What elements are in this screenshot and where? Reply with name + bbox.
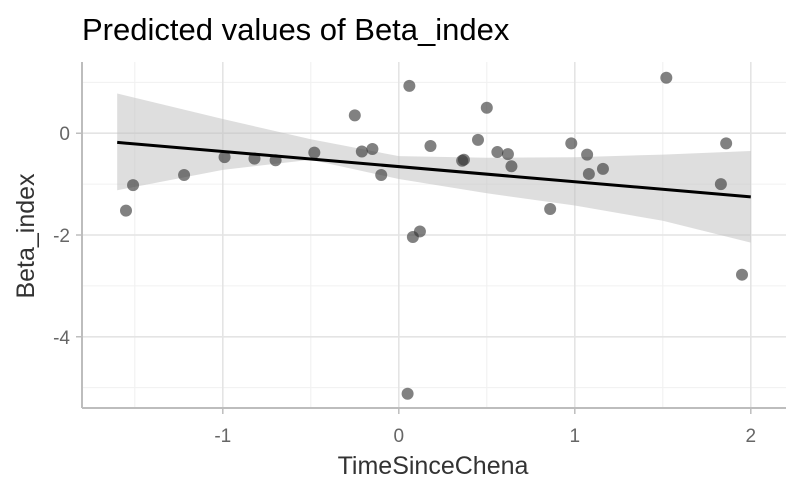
chart-title: Predicted values of Beta_index xyxy=(82,12,510,47)
data-point xyxy=(501,148,514,161)
data-point xyxy=(403,79,416,92)
major-gridlines xyxy=(82,62,786,408)
data-point xyxy=(308,146,321,159)
data-point xyxy=(480,101,493,114)
x-axis-title: TimeSinceChena xyxy=(338,452,529,480)
x-tick-label: 0 xyxy=(394,426,405,447)
data-point xyxy=(218,151,231,164)
data-point xyxy=(472,133,484,146)
confidence-band xyxy=(117,93,751,243)
data-point xyxy=(660,71,673,84)
data-point xyxy=(413,225,426,238)
data-point xyxy=(581,148,594,161)
data-point xyxy=(544,203,557,216)
x-axis-ticks: -1 0 1 2 xyxy=(214,408,756,447)
data-point xyxy=(120,204,132,217)
data-point xyxy=(736,268,748,281)
data-point xyxy=(348,109,361,122)
data-point xyxy=(127,179,140,192)
y-axis-ticks: -4 -2 0 xyxy=(53,124,82,349)
x-tick-label: 2 xyxy=(746,426,757,447)
data-point xyxy=(720,137,733,150)
data-point xyxy=(582,167,595,180)
y-axis-title: Beta_index xyxy=(12,173,40,299)
data-point xyxy=(714,178,727,191)
data-point xyxy=(424,139,437,152)
y-tick-label: 0 xyxy=(59,124,70,145)
data-point xyxy=(505,160,518,173)
x-tick-label: -1 xyxy=(214,426,231,447)
data-points xyxy=(120,71,748,400)
data-point xyxy=(491,146,504,159)
data-point xyxy=(366,143,379,156)
y-tick-label: -2 xyxy=(53,226,70,247)
regression-line xyxy=(117,140,751,199)
data-point xyxy=(355,145,368,158)
data-point xyxy=(178,168,191,181)
data-point xyxy=(596,162,609,175)
y-tick-label: -4 xyxy=(53,328,70,349)
data-point xyxy=(565,137,578,150)
data-point xyxy=(401,387,414,400)
data-point xyxy=(457,153,470,166)
x-tick-label: 1 xyxy=(570,426,581,447)
data-point xyxy=(375,168,388,181)
